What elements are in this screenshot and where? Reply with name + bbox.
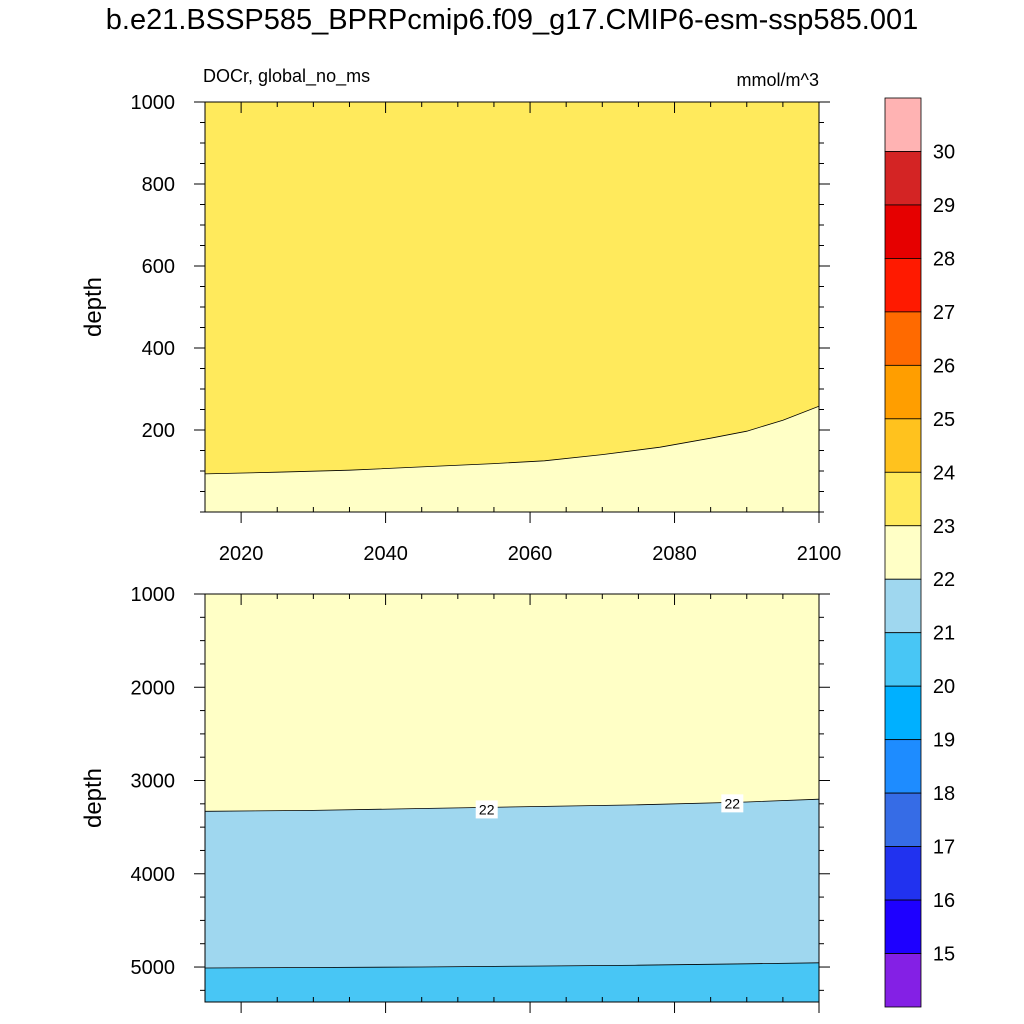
colorbar-label: 29 <box>933 195 955 217</box>
bottom-x-ticks <box>204 594 820 1013</box>
y-tick-label: 200 <box>142 420 175 442</box>
colorbar-label: 22 <box>933 569 955 591</box>
colorbar-box <box>884 204 922 259</box>
contour-line-21 <box>205 962 819 969</box>
contour-line-22 <box>205 798 819 812</box>
y-tick-label: 1000 <box>131 584 176 606</box>
colorbar-label: 17 <box>933 837 955 859</box>
y-tick-label: 4000 <box>131 864 176 886</box>
colorbar-box <box>884 364 922 420</box>
bottom-panel: 22 22 1000 2000 3000 4000 5000 depth <box>80 584 830 1013</box>
colorbar-label: 28 <box>933 248 955 270</box>
colorbar-box <box>884 953 922 1008</box>
colorbar-box <box>884 739 922 794</box>
colorbar-box <box>884 311 922 366</box>
y-tick-label: 5000 <box>131 957 176 979</box>
y-tick-label: 400 <box>142 338 175 360</box>
bottom-y-axis-label: depth <box>80 768 107 828</box>
x-tick-label: 2080 <box>652 543 697 565</box>
colorbar-label: 24 <box>933 462 955 484</box>
top-filled-contours <box>205 102 819 512</box>
contour-line-23 <box>205 405 819 475</box>
colorbar-label: 18 <box>933 783 955 805</box>
colorbar-box <box>884 846 922 901</box>
x-tick-label: 2020 <box>219 543 264 565</box>
figure-title: b.e21.BSSP585_BPRPcmip6.f09_g17.CMIP6-es… <box>105 4 919 36</box>
y-tick-label: 2000 <box>131 677 176 699</box>
region-21-22 <box>205 799 819 968</box>
colorbar-box <box>884 899 922 954</box>
colorbar-box <box>884 471 922 527</box>
region-22-23 <box>205 594 819 812</box>
region-23-24 <box>205 102 819 474</box>
contour-label-bg <box>475 800 498 819</box>
bottom-filled-contours <box>205 594 819 1002</box>
x-tick-label: 2060 <box>508 543 553 565</box>
y-tick-label: 3000 <box>131 771 176 793</box>
colorbar-box <box>884 97 922 152</box>
contour-label: 22 <box>725 795 741 811</box>
colorbar-box <box>884 525 922 580</box>
colorbar-label: 19 <box>933 730 955 752</box>
top-y-axis-label: depth <box>80 277 107 337</box>
variable-name: DOCr, global_no_ms <box>203 66 370 87</box>
colorbar-box <box>884 151 922 206</box>
contour-label: 22 <box>479 801 495 817</box>
x-tick-label: 2040 <box>363 543 408 565</box>
colorbar-label: 21 <box>933 623 955 645</box>
colorbar-box <box>884 685 922 741</box>
colorbar-box <box>884 792 922 847</box>
colorbar-box <box>884 578 922 634</box>
colorbar-label: 20 <box>933 676 955 698</box>
colorbar-label: 16 <box>933 890 955 912</box>
colorbar-label: 30 <box>933 141 955 163</box>
y-tick-label: 600 <box>142 256 175 278</box>
y-tick-label: 800 <box>142 174 175 196</box>
top-panel: 2020 2040 2060 2080 2100 200 400 600 800 1000 dept… <box>80 66 841 565</box>
colorbar-box <box>884 258 922 313</box>
y-tick-label: 1000 <box>131 92 176 114</box>
region-20-21 <box>205 962 819 1002</box>
colorbar-box <box>884 418 922 473</box>
colorbar-label: 25 <box>933 409 955 431</box>
colorbar-label: 23 <box>933 516 955 538</box>
top-y-ticks: 200 400 600 800 1000 <box>131 92 830 513</box>
region-22-23 <box>205 406 819 512</box>
colorbar-label: 15 <box>933 944 955 966</box>
colorbar-box <box>884 632 922 687</box>
bottom-plot-frame <box>204 593 820 1003</box>
colorbar-label: 26 <box>933 355 955 377</box>
x-tick-label: 2100 <box>797 543 842 565</box>
top-x-ticks: 2020 2040 2060 2080 2100 <box>204 102 842 565</box>
bottom-y-ticks: 1000 2000 3000 4000 5000 <box>131 584 830 991</box>
colorbar: 15 16 17 18 19 20 21 22 23 24 25 26 27 28 29 30 <box>884 97 955 1008</box>
colorbar-label: 27 <box>933 302 955 324</box>
contour-label-bg <box>721 794 744 813</box>
units-label: mmol/m^3 <box>737 70 819 90</box>
